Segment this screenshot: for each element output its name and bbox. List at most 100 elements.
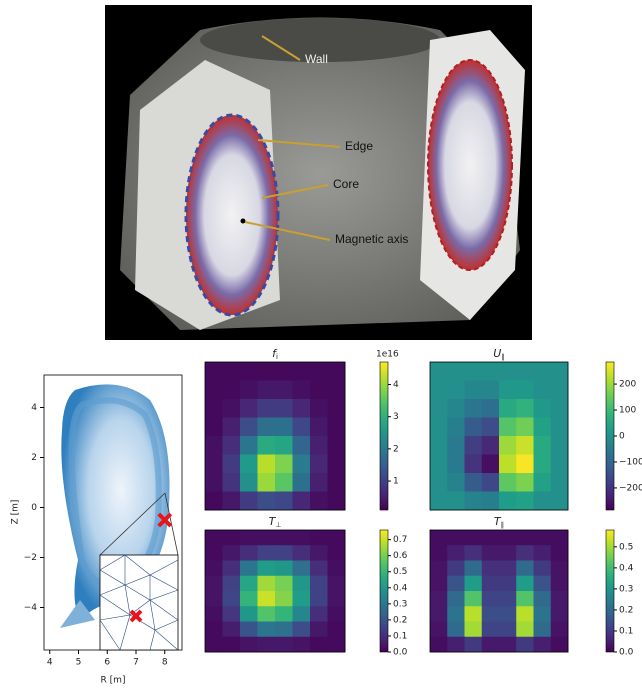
heat-cell (223, 561, 241, 577)
heat-cell (551, 473, 569, 492)
heat-cell (258, 561, 276, 577)
heat-cell (275, 473, 293, 492)
y-axis-label: Z [m] (11, 500, 21, 525)
heat-cell (293, 576, 311, 592)
page: Wall Edge Core Magnetic axis R [m] Z [m]… (0, 0, 642, 690)
heat-cell (534, 399, 552, 418)
y-tick-label: −2 (24, 553, 37, 563)
heat-cell (258, 455, 276, 474)
colorbar-tick-label: 0.3 (619, 584, 633, 594)
heat-cell (482, 637, 500, 653)
heat-cell (516, 418, 534, 437)
heat-cell (534, 436, 552, 455)
panel-title: fi (272, 347, 278, 361)
heat-cell (447, 381, 465, 400)
heat-cell (534, 637, 552, 653)
figure: Wall Edge Core Magnetic axis R [m] Z [m]… (0, 0, 642, 690)
heat-cell (258, 418, 276, 437)
heat-cell (447, 436, 465, 455)
heat-cell (482, 455, 500, 474)
heat-cell (551, 637, 569, 653)
colorbar-tick-label: 100 (619, 406, 636, 416)
heat-cell (499, 591, 517, 607)
heat-cell (499, 436, 517, 455)
heat-cell (465, 606, 483, 622)
heat-cell (447, 530, 465, 546)
heat-cell (447, 591, 465, 607)
heat-cell (516, 591, 534, 607)
panel-title: T∥ (494, 515, 504, 529)
y-tick-label: 0 (31, 503, 37, 513)
heat-cell (499, 473, 517, 492)
heat-cell (328, 637, 346, 653)
heat-cell (293, 473, 311, 492)
heat-cell (465, 545, 483, 561)
heat-cell (465, 576, 483, 592)
heat-cell (516, 622, 534, 638)
heat-cell (223, 362, 241, 381)
heat-cell (447, 418, 465, 437)
heat-cell (465, 473, 483, 492)
colorbar (380, 362, 388, 510)
heat-cell (534, 530, 552, 546)
heat-cell (275, 561, 293, 577)
colorbar (380, 530, 388, 652)
heat-cell (310, 545, 328, 561)
heat-cell (205, 591, 223, 607)
heat-cell (499, 545, 517, 561)
colorbar-tick-label: 0.1 (619, 626, 633, 636)
heat-cell (516, 606, 534, 622)
heat-cell (223, 545, 241, 561)
heat-cell (205, 561, 223, 577)
heat-cell (258, 576, 276, 592)
heat-cell (310, 591, 328, 607)
heat-cell (205, 418, 223, 437)
heat-cell (551, 545, 569, 561)
heat-cell (293, 362, 311, 381)
heat-cell (482, 436, 500, 455)
heat-cell (430, 545, 448, 561)
colorbar-tick-label: 1 (393, 477, 399, 487)
heat-cell (465, 591, 483, 607)
heat-cell (499, 399, 517, 418)
heat-cell (482, 545, 500, 561)
title-subscript: ⊥ (275, 521, 281, 529)
heat-cell (430, 637, 448, 653)
heat-cell (328, 418, 346, 437)
x-tick-label: 6 (104, 658, 110, 668)
heat-cell (328, 436, 346, 455)
heat-cell (516, 455, 534, 474)
heat-cell (223, 591, 241, 607)
heat-cell (482, 362, 500, 381)
heat-cell (275, 530, 293, 546)
heat-cell (293, 606, 311, 622)
heat-cell (310, 561, 328, 577)
colorbar-tick-label: 0.2 (619, 605, 633, 615)
heat-cell (293, 418, 311, 437)
heat-cell (223, 436, 241, 455)
render: Wall Edge Core Magnetic axis (105, 5, 532, 340)
heat-cell (205, 545, 223, 561)
heat-cell (516, 436, 534, 455)
colorbar-tick-label: 200 (619, 380, 636, 390)
heat-cell (551, 436, 569, 455)
heat-cell (328, 591, 346, 607)
render-label: Edge (345, 139, 373, 153)
heat-cell (205, 473, 223, 492)
heat-cell (205, 455, 223, 474)
heat-cell (482, 606, 500, 622)
heat-cell (482, 622, 500, 638)
heat-cell (240, 637, 258, 653)
heat-cell (465, 436, 483, 455)
heat-cell (275, 576, 293, 592)
title-subscript: ∥ (501, 521, 505, 529)
heat-cell (328, 545, 346, 561)
heat-cell (534, 418, 552, 437)
render-label: Core (333, 177, 359, 191)
heat-cell (258, 622, 276, 638)
heat-cell (223, 530, 241, 546)
heat-cell (328, 362, 346, 381)
heat-cell (240, 530, 258, 546)
heat-cell (223, 399, 241, 418)
heat-cell (310, 622, 328, 638)
